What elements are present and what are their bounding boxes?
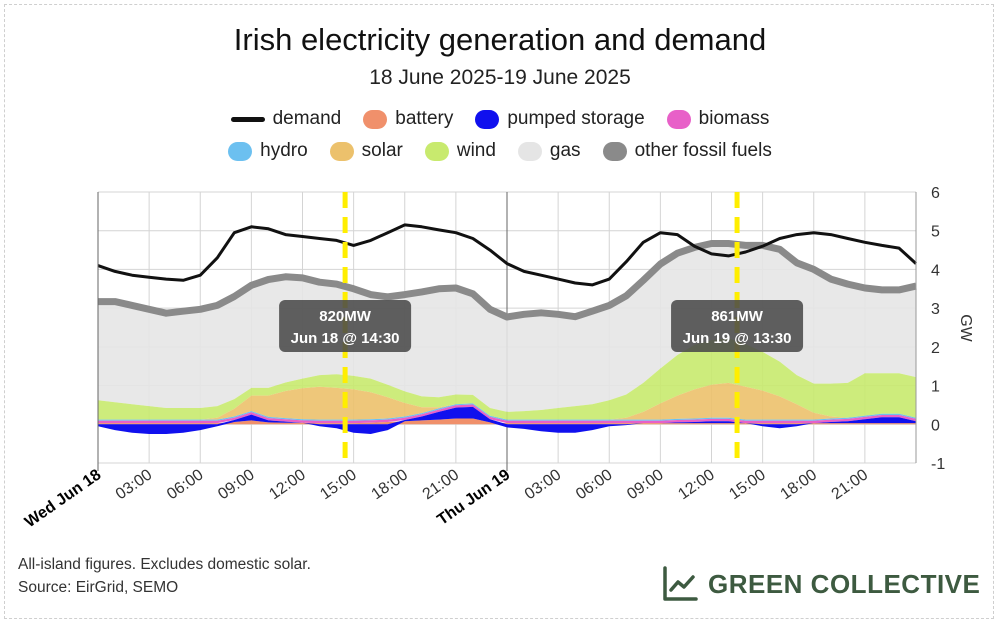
x-tick-label: 03:00 <box>522 466 565 503</box>
legend-row-1: demand battery pumped storage biomass <box>0 108 1000 130</box>
tooltip-time: Jun 18 @ 14:30 <box>291 330 400 347</box>
legend-item-demand[interactable]: demand <box>230 108 342 130</box>
y-tick-label: 1 <box>931 379 940 396</box>
legend-label-biomass: biomass <box>698 108 770 129</box>
legend-label-pumped-storage: pumped storage <box>507 108 645 129</box>
tooltip-time: Jun 19 @ 13:30 <box>683 330 792 347</box>
legend-item-wind[interactable]: wind <box>424 140 496 162</box>
stacked-areas <box>97 223 918 434</box>
x-tick-label: 09:00 <box>215 466 258 503</box>
hydro-swatch-icon <box>228 141 253 161</box>
x-tick-label: 06:00 <box>164 466 207 503</box>
legend-label-wind: wind <box>456 140 496 161</box>
x-tick-label: 18:00 <box>369 466 412 503</box>
solar-swatch-icon <box>329 141 354 161</box>
legend-item-battery[interactable]: battery <box>363 108 453 130</box>
legend-item-gas[interactable]: gas <box>517 140 581 162</box>
footer-source: Source: EirGrid, SEMO <box>18 579 179 596</box>
x-tick-label: 15:00 <box>317 466 360 503</box>
x-tick-label: 12:00 <box>266 466 309 503</box>
gas-swatch-icon <box>517 141 542 161</box>
legend-row-2: hydro solar wind gas other fossil fuels <box>0 140 1000 162</box>
line-chart-icon <box>663 566 698 601</box>
area-gas <box>98 245 916 412</box>
chart-frame <box>4 4 994 619</box>
battery-swatch-icon <box>363 109 388 129</box>
annotation-tooltip: 820MW Jun 18 @ 14:30 <box>279 300 412 352</box>
y-tick-label: 6 <box>931 185 940 202</box>
pumped-storage-swatch-icon <box>475 109 500 129</box>
legend-item-biomass[interactable]: biomass <box>666 108 770 130</box>
y-tick-label: -1 <box>931 456 945 473</box>
x-tick-label: 03:00 <box>113 466 156 503</box>
area-hydro <box>98 403 916 421</box>
legend-label-solar: solar <box>361 140 403 161</box>
y-tick-label: 3 <box>931 301 940 318</box>
annotation-tooltip: 861MW Jun 19 @ 13:30 <box>671 300 804 352</box>
tooltip-value: 820MW <box>319 308 372 325</box>
x-tick-label: 09:00 <box>624 466 667 503</box>
x-tick-label: 18:00 <box>778 466 821 503</box>
x-tick-label: Wed Jun 18 <box>22 466 104 531</box>
y-tick-label: 0 <box>931 417 940 434</box>
other-fossil-swatch-icon <box>602 141 627 161</box>
legend-item-hydro[interactable]: hydro <box>228 140 308 162</box>
footer-note: All-island figures. Excludes domestic so… <box>18 556 311 573</box>
y-axis-title: GW <box>957 314 974 342</box>
y-tick-label: 5 <box>931 224 940 241</box>
x-tick-label: 06:00 <box>573 466 616 503</box>
legend-label-other-fossil: other fossil fuels <box>634 140 772 161</box>
legend-item-solar[interactable]: solar <box>329 140 403 162</box>
area-biomass <box>98 404 916 424</box>
area-wind <box>98 338 916 420</box>
area-battery <box>98 418 916 425</box>
legend-label-hydro: hydro <box>260 140 308 161</box>
series-other-fossil-fuels <box>98 240 917 321</box>
legend-label-battery: battery <box>395 108 454 129</box>
x-tick-label: 21:00 <box>829 466 872 503</box>
chart-title: Irish electricity generation and demand <box>233 22 767 57</box>
x-tick-label: 12:00 <box>675 466 718 503</box>
series-demand-line <box>97 223 918 287</box>
wind-swatch-icon <box>424 141 449 161</box>
legend-label-demand: demand <box>272 108 342 129</box>
y-tick-label: 4 <box>931 262 940 279</box>
legend-item-pumped-storage[interactable]: pumped storage <box>475 108 645 130</box>
legend-item-other-fossil[interactable]: other fossil fuels <box>602 140 772 162</box>
tooltip-box <box>671 300 804 352</box>
demand-swatch-icon <box>230 116 265 122</box>
x-tick-label: 21:00 <box>420 466 463 503</box>
brand-logo: GREEN COLLECTIVE <box>662 566 980 602</box>
tooltip-value: 861MW <box>711 308 764 325</box>
tooltip-box <box>279 300 412 352</box>
x-tick-label: 15:00 <box>726 466 769 503</box>
chart-subtitle: 18 June 2025-19 June 2025 <box>369 66 631 89</box>
y-tick-label: 2 <box>931 340 940 357</box>
area-solar <box>98 382 916 420</box>
brand-name: GREEN COLLECTIVE <box>708 568 981 599</box>
biomass-swatch-icon <box>666 109 691 129</box>
area-pumped-storage <box>98 406 916 434</box>
legend-label-gas: gas <box>549 140 581 161</box>
